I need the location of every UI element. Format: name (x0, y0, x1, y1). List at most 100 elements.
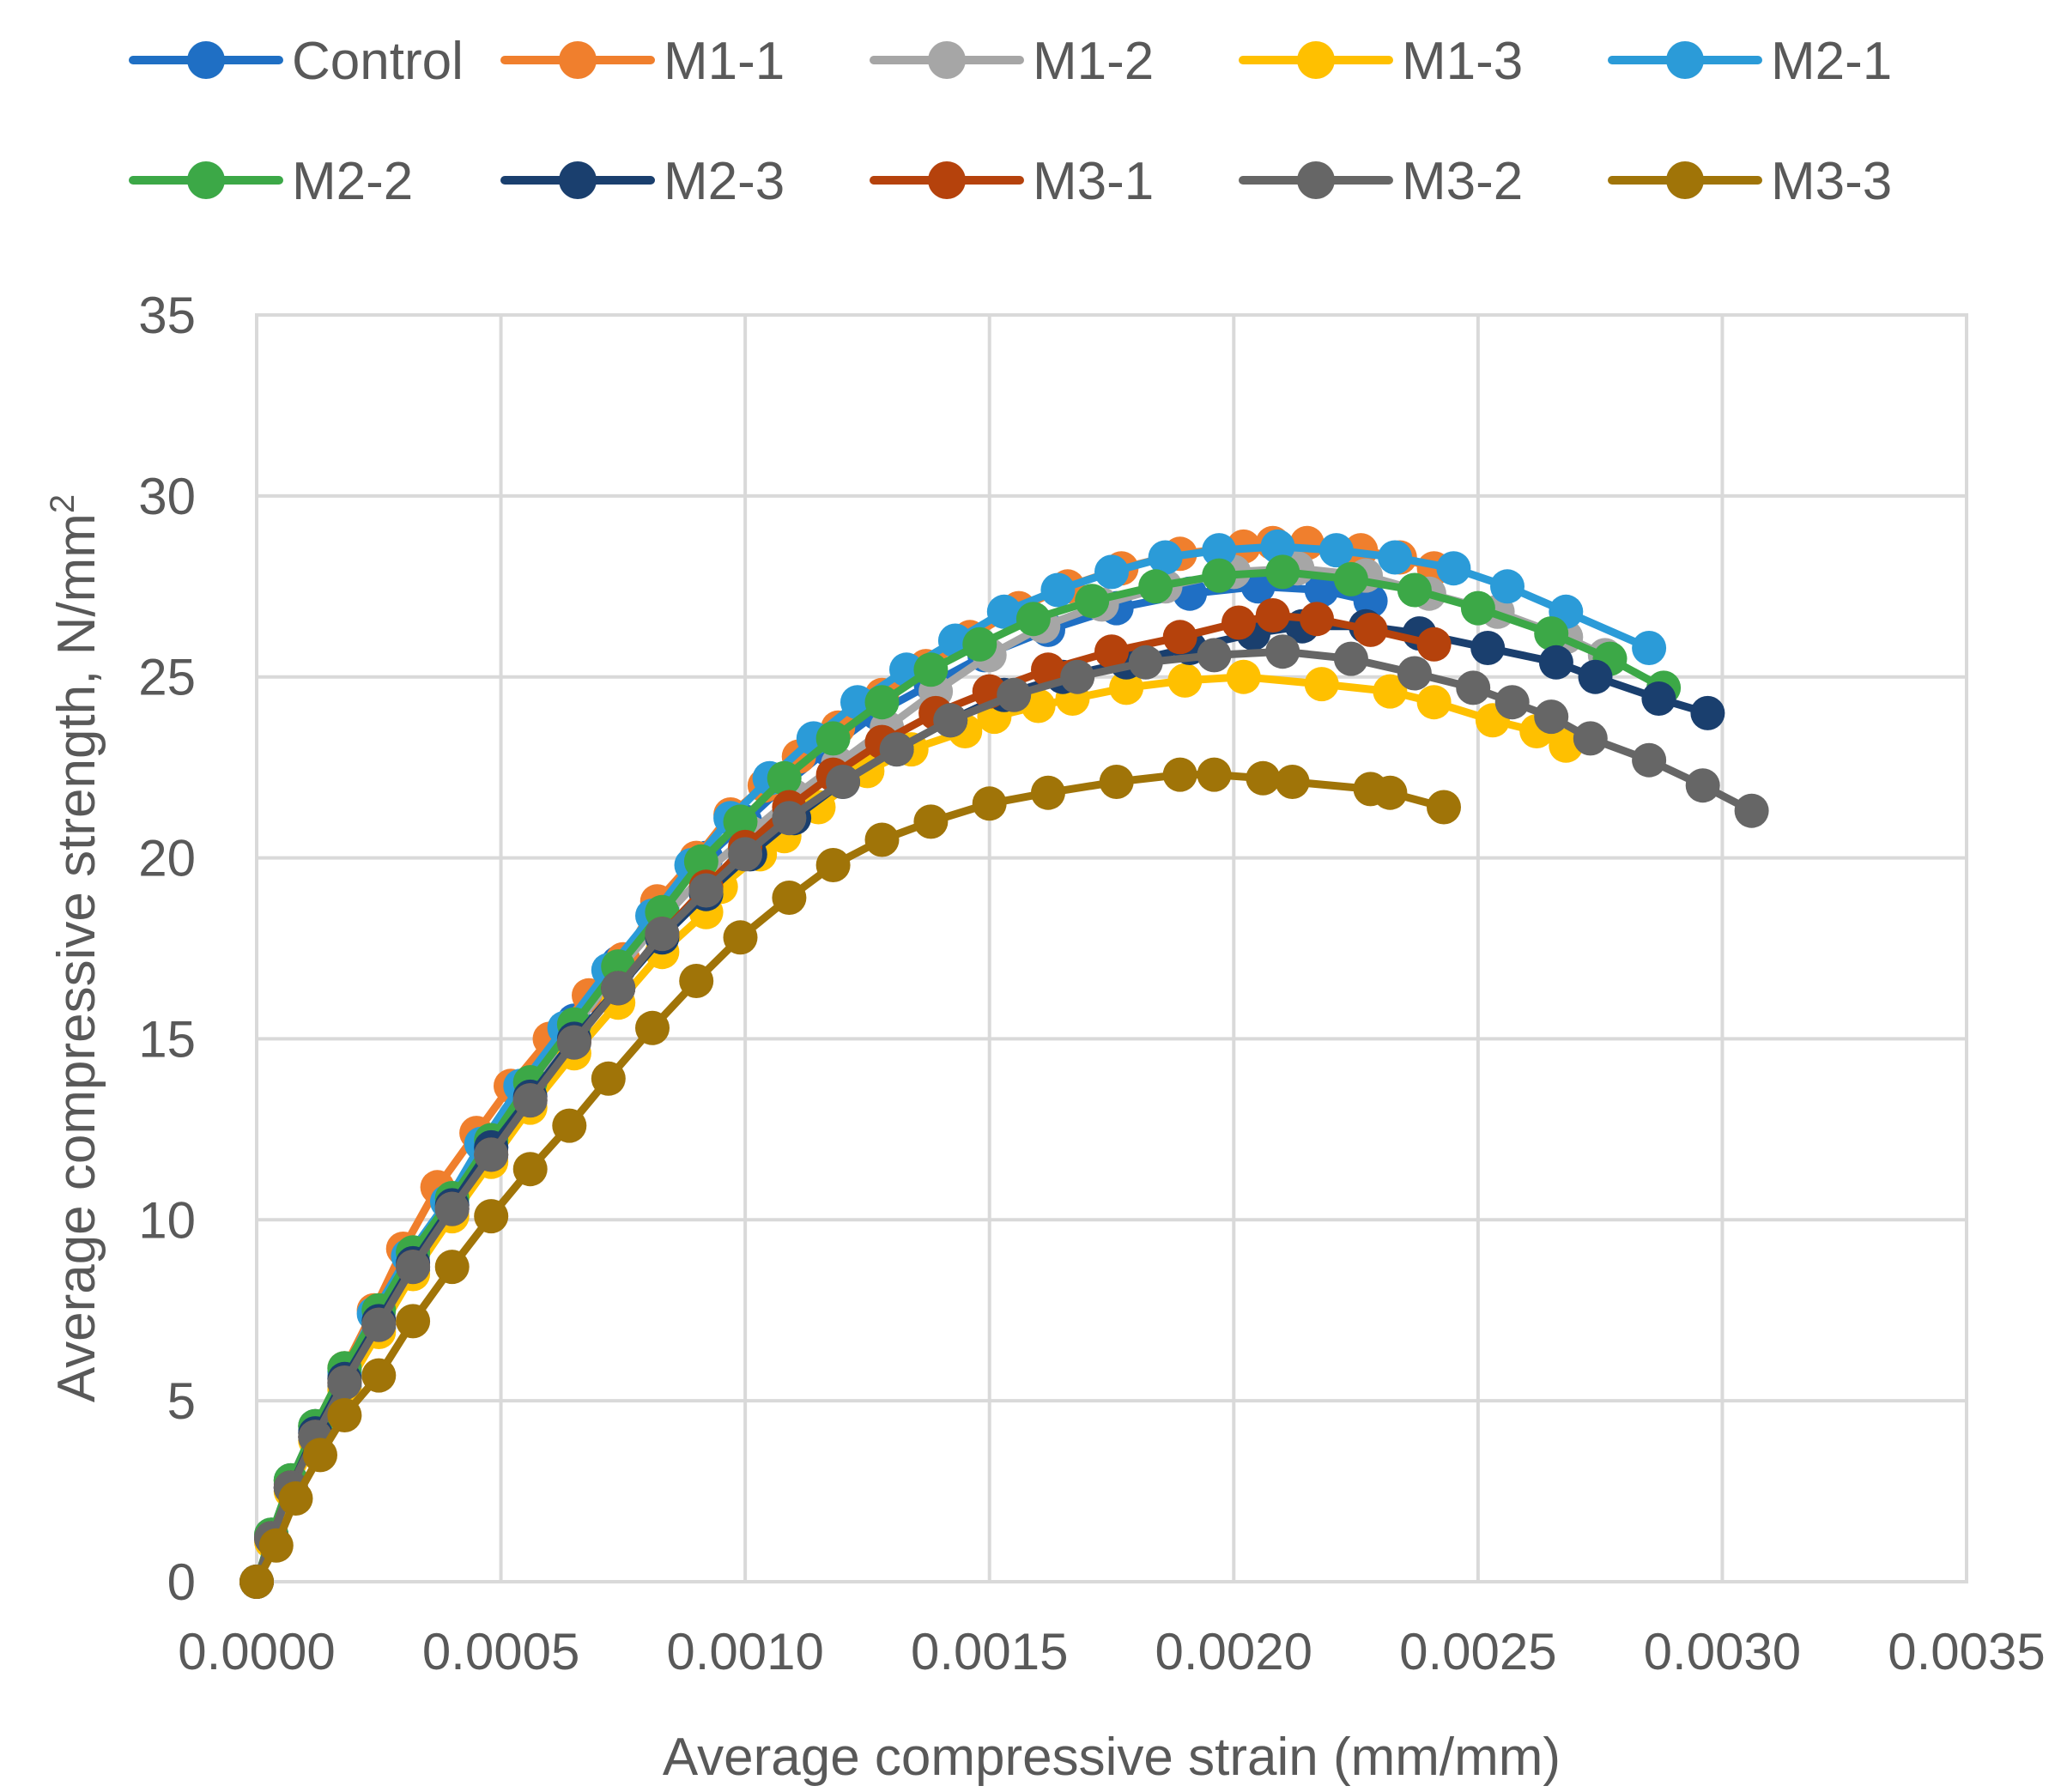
data-point-M2-1 (1318, 533, 1354, 568)
legend-item-M3-3: M3-3 (1608, 152, 1892, 211)
legend-label: M1-3 (1402, 32, 1523, 91)
data-point-M3-2 (1573, 721, 1608, 756)
data-point-M3-3 (512, 1152, 548, 1187)
data-point-M3-2 (645, 917, 680, 952)
y-tick-label: 10 (138, 1191, 196, 1249)
data-point-M3-2 (396, 1250, 431, 1285)
legend-marker (559, 41, 597, 79)
legend-marker (1666, 41, 1704, 79)
data-point-Control (1304, 572, 1339, 608)
data-point-M2-1 (1490, 569, 1525, 604)
data-point-M1-3 (1304, 667, 1339, 702)
data-point-M3-2 (1494, 685, 1530, 720)
data-point-M3-2 (1534, 699, 1569, 735)
data-point-M2-2 (767, 760, 802, 796)
series-M2-1 (239, 529, 1667, 1599)
legend-item-M3-1: M3-1 (870, 152, 1154, 211)
data-point-M3-3 (474, 1199, 509, 1234)
legend-label: M1-2 (1033, 32, 1154, 91)
data-point-M2-2 (1333, 561, 1368, 596)
x-axis-title: Average compressive strain (mm/mm) (663, 1728, 1561, 1787)
legend-marker (928, 161, 966, 199)
data-point-M2-1 (1378, 540, 1413, 575)
data-point-M2-1 (1040, 572, 1076, 608)
data-point-M3-1 (1031, 652, 1065, 687)
data-point-M2-2 (1534, 616, 1569, 651)
x-tick-label: 0.0015 (911, 1623, 1069, 1680)
legend-label: M2-2 (292, 152, 413, 211)
data-point-M3-2 (327, 1365, 362, 1401)
series-M2-3 (239, 608, 1725, 1599)
x-tick-label: 0.0020 (1155, 1623, 1313, 1680)
data-point-M3-3 (239, 1565, 274, 1599)
data-point-M3-3 (772, 881, 807, 915)
y-tick-label: 20 (138, 830, 196, 887)
data-point-M1-3 (1226, 659, 1261, 694)
x-tick-label: 0.0005 (422, 1623, 580, 1680)
data-point-M2-2 (1075, 584, 1110, 619)
legend-label: M1-1 (664, 32, 785, 91)
data-point-M3-2 (879, 732, 914, 767)
x-tick-label: 0.0030 (1644, 1623, 1802, 1680)
legend-item-M3-2: M3-2 (1239, 152, 1523, 211)
data-point-M3-3 (635, 1010, 670, 1045)
data-point-M3-3 (1275, 765, 1310, 799)
data-point-M3-3 (552, 1108, 587, 1143)
data-point-M3-3 (1031, 775, 1065, 810)
data-point-M3-2 (1734, 793, 1769, 828)
data-point-M2-3 (1470, 631, 1506, 665)
data-point-M2-2 (815, 721, 851, 756)
y-tick-label: 25 (138, 649, 196, 706)
legend-item-M2-2: M2-2 (129, 152, 413, 211)
data-point-M3-2 (826, 765, 860, 799)
data-point-M2-3 (1578, 659, 1613, 694)
data-point-M3-3 (303, 1438, 337, 1473)
legend-marker (1297, 161, 1335, 199)
data-point-M3-3 (1099, 765, 1134, 799)
data-point-M3-3 (1427, 790, 1461, 825)
legend-item-M1-1: M1-1 (500, 32, 785, 91)
data-point-M3-1 (1255, 598, 1290, 633)
y-tick-label: 15 (138, 1010, 196, 1068)
data-point-M3-2 (1060, 659, 1095, 694)
data-point-M2-3 (1690, 695, 1725, 730)
data-point-M3-2 (772, 801, 807, 836)
data-point-M3-2 (728, 837, 763, 872)
x-tick-label: 0.0025 (1399, 1623, 1557, 1680)
y-axis-title: Average compressive strength, N/mm2 (44, 494, 106, 1402)
series-line-M2-3 (252, 622, 1712, 1586)
data-point-M3-2 (1333, 641, 1368, 676)
y-axis-tick-labels: 0 5 10 15 20 25 30 35 (138, 287, 196, 1611)
data-point-M2-2 (962, 627, 997, 662)
data-point-M3-3 (1162, 757, 1197, 792)
data-point-M2-2 (1138, 569, 1173, 604)
data-point-M2-2 (1015, 602, 1051, 637)
data-point-M3-2 (474, 1137, 509, 1172)
data-point-M3-2 (1197, 638, 1232, 673)
data-point-M3-2 (601, 971, 636, 1006)
data-point-M3-3 (913, 804, 949, 839)
legend-label: M2-1 (1771, 32, 1892, 91)
data-point-M3-3 (864, 822, 900, 857)
gridlines (255, 313, 1968, 1583)
legend-marker (187, 161, 225, 199)
data-point-M2-2 (1397, 572, 1432, 608)
legend-marker (1666, 161, 1704, 199)
data-point-M3-2 (556, 1025, 591, 1060)
data-point-M3-2 (997, 677, 1032, 712)
series-layer (239, 525, 1769, 1599)
data-point-M2-2 (913, 652, 949, 687)
legend-item-M1-2: M1-2 (870, 32, 1154, 91)
series-M1-1 (239, 525, 1452, 1599)
data-point-M3-1 (1094, 634, 1129, 669)
series-line-M1-3 (252, 673, 1570, 1586)
data-point-M3-3 (396, 1304, 431, 1339)
data-point-M3-1 (1221, 605, 1256, 640)
data-point-M3-3 (361, 1358, 397, 1393)
data-point-M3-2 (1456, 670, 1491, 705)
y-axis-title-superscript: 2 (44, 494, 82, 513)
y-tick-label: 0 (167, 1553, 196, 1611)
data-point-M3-2 (1265, 634, 1300, 669)
x-tick-label: 0.0000 (178, 1623, 336, 1680)
data-point-M3-3 (972, 786, 1007, 821)
